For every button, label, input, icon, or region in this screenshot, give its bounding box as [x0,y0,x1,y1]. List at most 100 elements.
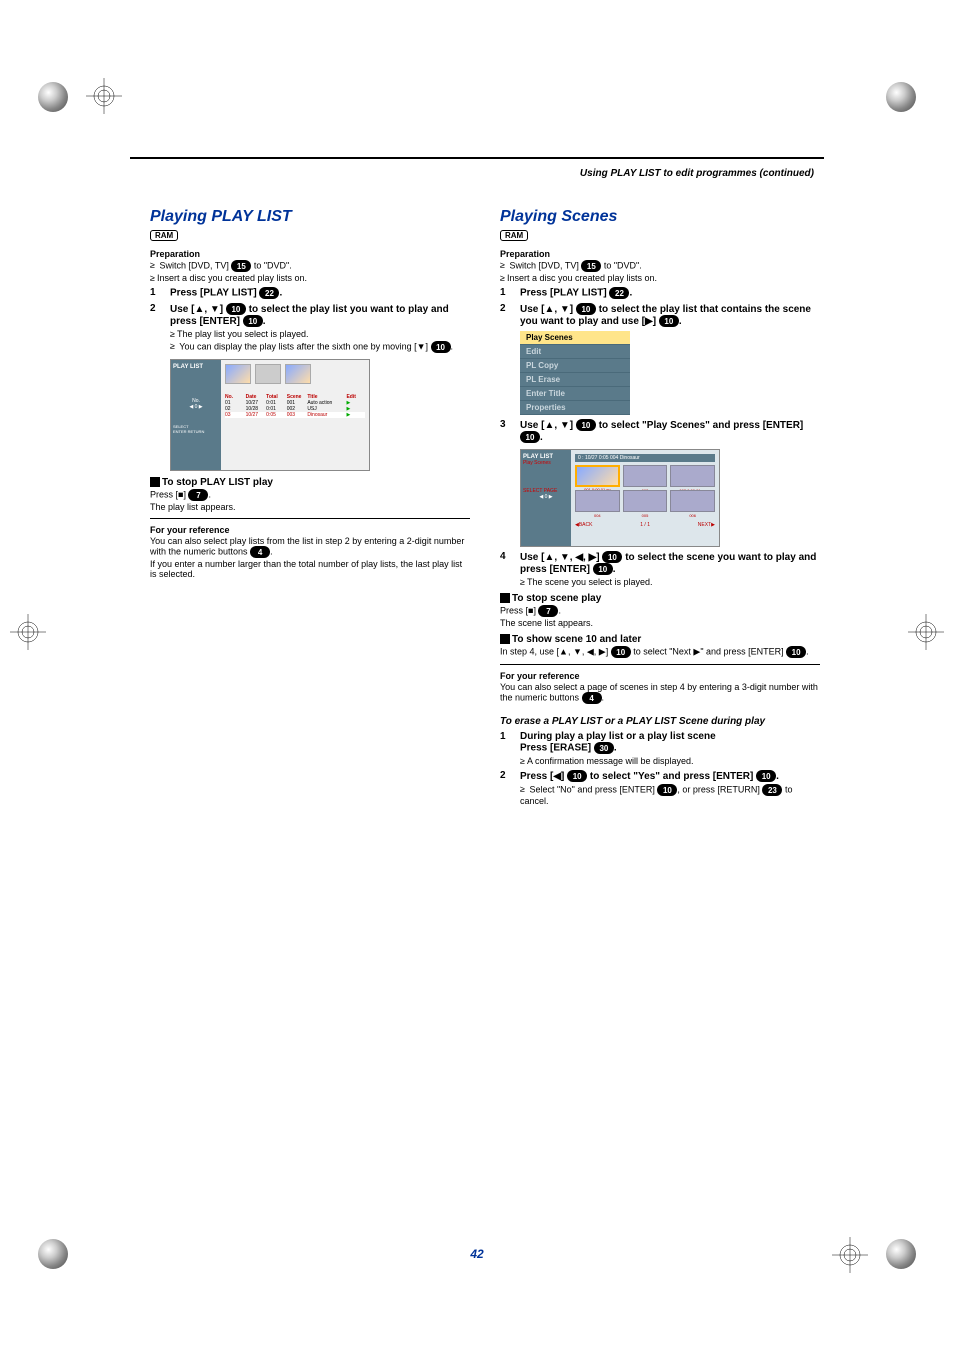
step-4r: 4 Use [▲, ▼, ◀, ▶] 10 to select the scen… [500,551,820,587]
step2r-num: 2 [500,303,510,415]
registration-mark-left [10,614,46,650]
step-3r: 3 Use [▲, ▼] 10 to select "Play Scenes" … [500,419,820,547]
e1-a: Press [ERASE] [520,743,594,754]
stop-line2-r: The scene list appears. [500,618,820,628]
scene-next: NEXT▶ [698,522,715,528]
prep-line-2: Insert a disc you created play lists on. [150,273,470,283]
s3r-a: Use [▲, ▼] [520,420,576,431]
prep-line-1r: Switch [DVD, TV] 15 to "DVD". [500,260,820,272]
corner-mark-tl [38,82,68,112]
prep-line-2r: Insert a disc you created play lists on. [500,273,820,283]
s2-note2: You can display the play lists after the… [170,341,470,353]
scene-cell-2: 002 [623,465,668,487]
pill-10ra: 10 [576,303,596,315]
black-box-icon [150,477,160,487]
e2n-b: , or press [RETURN] [677,784,762,794]
divider [150,518,470,519]
pill-10c: 10 [431,341,451,353]
scene-cell-4: 004 [575,490,620,512]
step3r-body: Use [▲, ▼] 10 to select "Play Scenes" an… [520,419,820,547]
scene-mid: 1 / 1 [640,522,650,528]
mock-content: No. Date Total Scene Title Edit 0110/270… [221,360,369,470]
step-2r: 2 Use [▲, ▼] 10 to select the play list … [500,303,820,415]
step-1: 1 Press [PLAY LIST] 22. [150,287,470,299]
e2-a: Press [◀] [520,771,567,782]
e1-line1: During play a play list or a play list s… [520,731,820,742]
left-column: Playing PLAY LIST RAM Preparation Switch… [150,208,470,806]
s3r-b: to select "Play Scenes" and press [ENTER… [596,420,803,431]
pill-4: 4 [250,546,270,558]
erase-title: To erase a PLAY LIST or a PLAY LIST Scen… [500,716,820,727]
ref-line-r: You can also select a page of scenes in … [500,682,820,704]
pill-10rf: 10 [593,563,613,575]
step4r-body: Use [▲, ▼, ◀, ▶] 10 to select the scene … [520,551,820,587]
ref-heading-r: For your reference [500,671,820,681]
stop-line2: The play list appears. [150,502,470,512]
ref-line: You can also select play lists from the … [150,536,470,558]
prep1-b: to "DVD". [251,260,291,270]
stop-heading-text: To stop PLAY LIST play [162,477,273,488]
s2r-a: Use [▲, ▼] [520,304,576,315]
scene-footer: ◀BACK 1 / 1 NEXT▶ [575,522,715,528]
step1-num: 1 [150,287,160,299]
pill-10rb: 10 [659,315,679,327]
menu-play-scenes: Play Scenes [520,331,630,345]
stop-a: Press [■] [150,489,188,499]
s1r-a: Press [PLAY LIST] [520,288,609,299]
scene-sidebar: PLAY LIST Play Scenes SELECT PAGE ◀ 0 ▶ [521,450,571,546]
step-2: 2 Use [▲, ▼] 10 to select the play list … [150,303,470,471]
show-line: In step 4, use [▲, ▼, ◀, ▶] 10 to select… [500,646,820,658]
e2-num: 2 [500,770,510,806]
menu-enter-title: Enter Title [520,387,630,401]
black-box-icon-2 [500,634,510,644]
s1-a: Press [PLAY LIST] [170,288,259,299]
s4r-c: . [613,564,616,575]
mock-sidebar-title: PLAY LIST [173,364,219,370]
s1r-b: . [629,288,632,299]
s2-a: Use [▲, ▼] [170,304,226,315]
prep1-a: Switch [DVD, TV] [159,260,231,270]
scene-back: ◀BACK [575,522,592,528]
thumb-2 [255,364,281,384]
scenes-menu: Play Scenes Edit PL Copy PL Erase Enter … [520,331,630,415]
pill-4r: 4 [582,692,602,704]
stop-heading-r: To stop scene play [500,593,820,604]
step2-num: 2 [150,303,160,471]
s2n2-a: You can display the play lists after the… [179,341,430,351]
left-title: Playing PLAY LIST [150,208,470,226]
s1-b: . [279,288,282,299]
ref-b: . [270,546,273,556]
scene-cell-3: 003 0:00.01 sp [670,465,715,487]
mock-row-2: 0310/270:05003Dinosaur▶ [225,412,365,418]
s4r-note: The scene you select is played. [520,577,820,587]
pill-10rj: 10 [756,770,776,782]
ref-a: You can also select play lists from the … [150,536,464,556]
mock-enter: ENTER RETURN [173,429,219,434]
s2n2-b: . [451,341,454,351]
e1-b: . [614,743,617,754]
s2-c: . [263,316,266,327]
right-title: Playing Scenes [500,208,820,226]
pill-10re: 10 [602,551,622,563]
pill-10rd: 10 [520,431,540,443]
stopr-b: . [558,605,561,615]
mock-sidebar: PLAY LIST No. ◀ 0 ▶ SELECT ENTER RETURN [171,360,221,470]
corner-mark-bl [38,1239,68,1269]
step2r-body: Use [▲, ▼] 10 to select the play list th… [520,303,820,415]
mock-sidebar-no: No. ◀ 0 ▶ [173,398,219,410]
e2-c: . [776,771,779,782]
pill-30: 30 [594,742,614,754]
prep-line-1: Switch [DVD, TV] 15 to "DVD". [150,260,470,272]
show-heading-text: To show scene 10 and later [512,634,641,645]
scene-grid: 001 0:00.01 sp 002 003 0:00.01 sp 004 00… [575,465,715,512]
thumb-1 [225,364,251,384]
stop-heading-r-text: To stop scene play [512,593,601,604]
right-column: Playing Scenes RAM Preparation Switch [D… [500,208,820,806]
scene-bar: 0 : 10/27 0:05 004 Dinosaur [575,454,715,462]
scene-cell-1: 001 0:00.01 sp [575,465,620,487]
step4r-num: 4 [500,551,510,587]
erase-step-2: 2 Press [◀] 10 to select "Yes" and press… [500,770,820,806]
page-number: 42 [470,1247,483,1261]
stopr-a: Press [■] [500,605,538,615]
ram-badge-r: RAM [500,230,528,241]
